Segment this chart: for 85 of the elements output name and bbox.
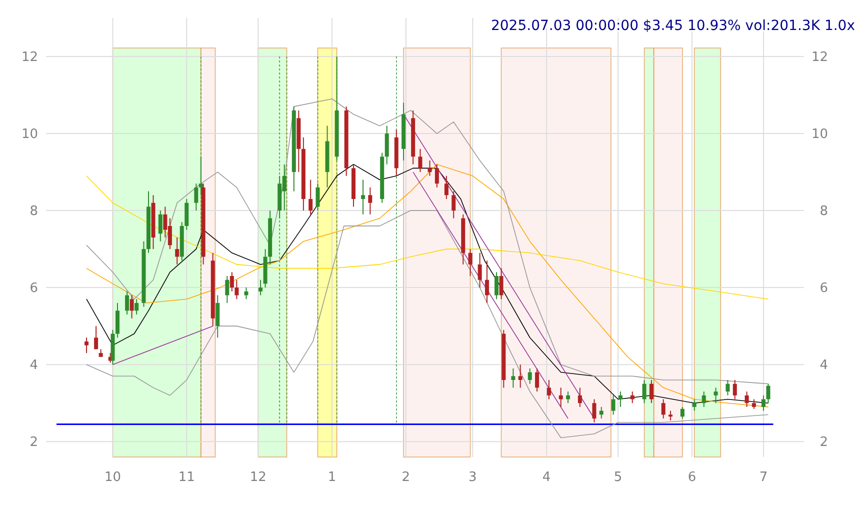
candlestick [225, 276, 230, 304]
candlestick [116, 302, 120, 338]
candlestick [84, 337, 89, 354]
candlestick [444, 175, 448, 200]
candlestick [630, 391, 634, 404]
y-tick-label: 12 [21, 50, 38, 66]
x-tick-label: 4 [542, 470, 551, 485]
line-series [86, 210, 769, 438]
x-tick-label: 2 [402, 470, 410, 485]
candlestick [158, 210, 162, 242]
candlestick [244, 287, 248, 300]
candlestick [130, 294, 134, 319]
candlestick [578, 387, 582, 408]
candlestick [692, 398, 696, 412]
x-tick-label: 5 [614, 470, 622, 485]
candlestick [528, 368, 532, 384]
candlestick [258, 279, 263, 296]
candlestick [726, 379, 730, 396]
candlestick [198, 156, 203, 196]
y-tick-label: 10 [21, 127, 38, 142]
y2-tick-label: 8 [820, 204, 828, 220]
candlestick [599, 406, 604, 419]
line-series [86, 175, 769, 300]
candlestick [766, 383, 770, 404]
candlestick [484, 260, 489, 304]
y2-tick-label: 12 [811, 50, 828, 66]
candlestick [592, 398, 596, 423]
candlestick [216, 294, 220, 338]
candlestick [714, 387, 718, 404]
x-tick-label: 7 [759, 470, 768, 485]
y2-tick-label: 2 [820, 435, 828, 450]
line-series [86, 98, 769, 384]
candlestick [668, 410, 673, 421]
x-tick-label: 10 [104, 470, 122, 485]
x-tick-label: 12 [250, 470, 266, 485]
y-tick-label: 8 [30, 204, 38, 220]
y-tick-label: 2 [30, 435, 38, 450]
candlestick [428, 160, 432, 176]
candlestick [752, 398, 756, 410]
x-tick-label: 11 [178, 470, 195, 485]
candlestick [478, 252, 482, 288]
candlestick [468, 248, 472, 277]
y2-tick-label: 10 [811, 127, 828, 142]
candlestick [618, 391, 622, 408]
candlestick [494, 272, 499, 300]
candlestick [434, 164, 439, 188]
candlestick [308, 179, 313, 215]
candlestick [384, 125, 389, 165]
x-tick-label: 1 [328, 470, 336, 485]
candlestick [184, 198, 189, 230]
candlestick [732, 379, 737, 400]
x-tick-label: 6 [688, 470, 696, 485]
candlestick [649, 379, 654, 404]
candlestick [566, 391, 570, 404]
candlestick [611, 394, 616, 416]
y2-tick-label: 4 [820, 358, 828, 374]
candlestick [316, 183, 320, 212]
y-tick-label: 6 [30, 281, 38, 296]
candlestick [230, 272, 234, 292]
candlestick [125, 290, 130, 316]
candlestick [761, 394, 766, 412]
candlestick [661, 398, 666, 419]
candlestick [368, 186, 372, 215]
candlestick [558, 387, 563, 408]
candlestick [535, 368, 540, 392]
candlestick [511, 368, 516, 388]
y-tick-label: 4 [30, 358, 38, 374]
candlestick [546, 379, 551, 400]
candlestick [744, 391, 749, 408]
candlestick [702, 391, 706, 408]
candlestick [194, 183, 198, 212]
candlestick [175, 237, 180, 265]
candlestick [418, 148, 422, 173]
chart-title: 2025.07.03 00:00:00 $3.45 10.93% vol:201.3K 1.0x [490, 18, 855, 34]
candlestick [680, 406, 684, 419]
candlestick [134, 298, 139, 316]
candlestick [452, 190, 456, 219]
candlestick [94, 326, 98, 350]
candlestick [361, 179, 366, 215]
candlestick [234, 279, 239, 300]
y2-tick-label: 6 [820, 281, 828, 296]
candlestick [518, 364, 522, 388]
x-tick-label: 3 [468, 470, 477, 485]
candlestick [642, 379, 646, 404]
candlestick [499, 268, 504, 300]
